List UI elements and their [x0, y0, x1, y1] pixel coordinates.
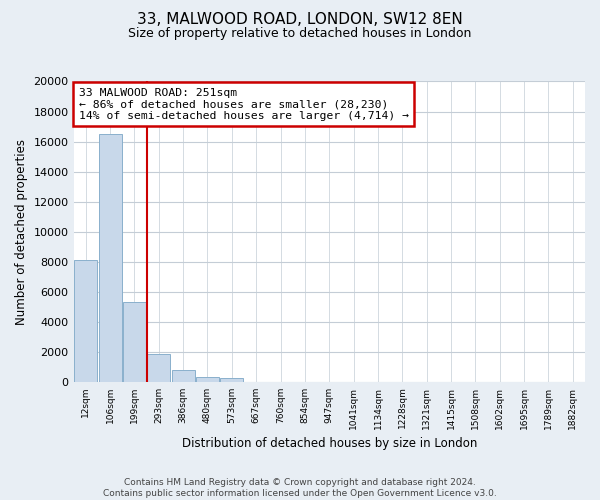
Bar: [98, 134, 122, 382]
Bar: [147, 354, 170, 382]
Y-axis label: Number of detached properties: Number of detached properties: [15, 138, 28, 324]
Text: Size of property relative to detached houses in London: Size of property relative to detached ho…: [128, 28, 472, 40]
Bar: [220, 378, 244, 382]
X-axis label: Distribution of detached houses by size in London: Distribution of detached houses by size …: [182, 437, 477, 450]
Bar: [123, 302, 146, 382]
Bar: [74, 260, 97, 382]
Bar: [196, 377, 219, 382]
Text: 33 MALWOOD ROAD: 251sqm
← 86% of detached houses are smaller (28,230)
14% of sem: 33 MALWOOD ROAD: 251sqm ← 86% of detache…: [79, 88, 409, 120]
Text: 33, MALWOOD ROAD, LONDON, SW12 8EN: 33, MALWOOD ROAD, LONDON, SW12 8EN: [137, 12, 463, 28]
Bar: [172, 370, 195, 382]
Text: Contains HM Land Registry data © Crown copyright and database right 2024.
Contai: Contains HM Land Registry data © Crown c…: [103, 478, 497, 498]
